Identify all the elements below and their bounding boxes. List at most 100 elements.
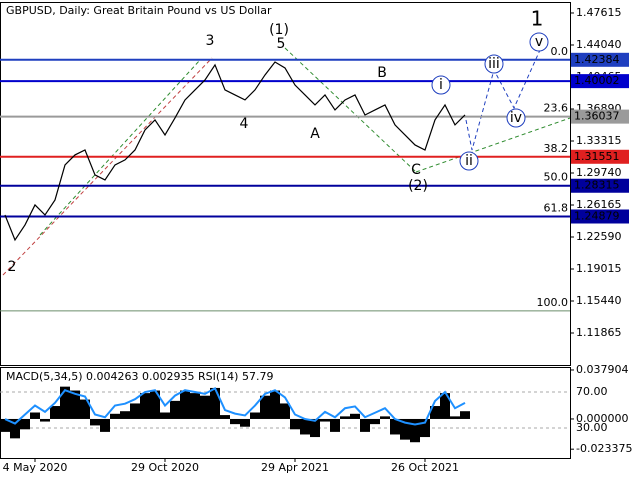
macd-bar — [200, 395, 210, 419]
fib-label: 0.0 — [551, 45, 569, 58]
wave-circle — [484, 54, 504, 74]
wave-label: ii — [465, 153, 473, 169]
macd-bar — [360, 418, 370, 432]
level-label: 1.24879 — [574, 210, 620, 223]
macd-bar — [150, 390, 160, 419]
wave-label: (2) — [408, 178, 428, 194]
macd-bar — [430, 406, 440, 419]
level-label: 1.36037 — [574, 110, 620, 123]
y-tick-label: 1.11865 — [576, 326, 622, 339]
wave-label: iv — [510, 110, 522, 126]
macd-bar — [320, 418, 330, 422]
rsi-line — [4, 387, 466, 426]
indicator-title: MACD(5,34,5) 0.004263 0.002935 RSI(14) 5… — [6, 370, 273, 383]
wave-circle — [431, 75, 451, 95]
level-box — [571, 52, 629, 67]
macd-bar — [270, 390, 280, 419]
y-tick-label: -0.023375 — [576, 442, 632, 455]
wave-circle — [459, 151, 479, 171]
channel-line — [39, 59, 201, 236]
level-box — [571, 209, 629, 224]
macd-bar — [340, 416, 350, 419]
macd-bar — [50, 406, 60, 419]
fib-label: 38.2 — [544, 142, 569, 155]
level-label: 1.40002 — [574, 74, 620, 87]
y2-tick-label: 30.00 — [576, 421, 608, 434]
fib-label: 61.8 — [544, 202, 569, 215]
macd-bar — [120, 411, 130, 419]
wave-label: 4 — [240, 116, 249, 132]
y-tick-label: 0.037904 — [576, 363, 629, 376]
macd-bar — [300, 418, 310, 435]
wave-label: 2 — [8, 259, 17, 275]
macd-bar — [80, 399, 90, 419]
macd-bar — [410, 418, 420, 443]
wave-label: (1) — [269, 22, 289, 38]
macd-bar — [240, 418, 250, 427]
macd-bar — [400, 418, 410, 440]
level-label: 1.31551 — [574, 150, 620, 163]
macd-bar — [450, 416, 460, 419]
y-tick-label: 1.44040 — [576, 38, 622, 51]
macd-bar — [170, 400, 180, 419]
macd-bar — [260, 395, 270, 419]
macd-bar — [70, 390, 80, 419]
macd-bar — [160, 412, 170, 419]
macd-bar — [280, 403, 290, 419]
macd-bar — [420, 418, 430, 438]
y2-tick-label: 70.00 — [576, 385, 608, 398]
y-tick-label: 1.15440 — [576, 294, 622, 307]
macd-bar — [20, 418, 30, 430]
channel-line — [2, 57, 213, 276]
macd-bar — [290, 418, 300, 430]
x-tick-label: 26 Oct 2021 — [391, 461, 459, 474]
x-tick-label: 4 May 2020 — [3, 461, 68, 474]
wave-label: B — [377, 65, 387, 81]
channel-line — [415, 117, 571, 173]
macd-bar — [110, 413, 120, 419]
macd-bar — [180, 390, 190, 419]
macd-bar — [140, 393, 150, 419]
channel-line — [284, 47, 417, 173]
y-tick-label: 0.000000 — [576, 412, 629, 425]
y-tick-label: 1.22590 — [576, 230, 622, 243]
x-tick-label: 29 Apr 2021 — [261, 461, 329, 474]
fib-label: 50.0 — [544, 171, 569, 184]
wave-label: v — [535, 34, 543, 50]
macd-bar — [130, 403, 140, 419]
macd-bar — [440, 393, 450, 419]
macd-bar — [190, 393, 200, 419]
wave-label: 5 — [277, 36, 286, 52]
macd-bar — [390, 418, 400, 435]
macd-bar — [380, 416, 390, 419]
level-box — [571, 178, 629, 193]
y-tick-label: 1.47615 — [576, 6, 622, 19]
wave-label: i — [439, 77, 443, 93]
macd-bar — [40, 418, 50, 422]
wave-circle — [529, 32, 549, 52]
wave-label: C — [411, 162, 421, 178]
chart-title: GBPUSD, Daily: Great Britain Pound vs US… — [6, 4, 272, 17]
level-box — [571, 109, 629, 124]
macd-bar — [60, 386, 70, 419]
macd-bar — [220, 415, 230, 419]
wave-label: 1 — [531, 7, 544, 31]
y-tick-label: 1.33315 — [576, 134, 622, 147]
wave-label: iii — [488, 56, 500, 72]
macd-bar — [230, 418, 240, 425]
level-box — [571, 74, 629, 89]
level-label: 1.42384 — [574, 53, 620, 66]
wave-circle — [506, 108, 526, 128]
macd-bar — [330, 418, 340, 432]
macd-bar — [210, 387, 220, 419]
wave-label: A — [310, 126, 320, 142]
y-tick-label: 1.19015 — [576, 262, 622, 275]
fib-label: 100.0 — [537, 296, 569, 309]
y-tick-label: 1.26165 — [576, 198, 622, 211]
indicator-panel — [0, 367, 571, 459]
macd-bar — [90, 418, 100, 426]
x-tick-label: 29 Oct 2020 — [131, 461, 199, 474]
y-tick-label: 1.29740 — [576, 166, 622, 179]
macd-bar — [370, 418, 380, 425]
